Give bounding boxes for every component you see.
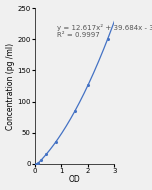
X-axis label: OD: OD [69, 175, 81, 184]
Point [40, 159, 42, 162]
Point [37, 162, 39, 165]
Y-axis label: Concentration (pg /ml): Concentration (pg /ml) [6, 42, 15, 130]
Point [107, 37, 109, 40]
Text: y = 12.617x² + 39.684x - 3.7408
R² = 0.9997: y = 12.617x² + 39.684x - 3.7408 R² = 0.9… [57, 24, 152, 38]
Point [35, 162, 38, 165]
Point [73, 110, 76, 113]
Point [45, 153, 47, 156]
Point [87, 84, 89, 87]
Point [54, 141, 57, 144]
